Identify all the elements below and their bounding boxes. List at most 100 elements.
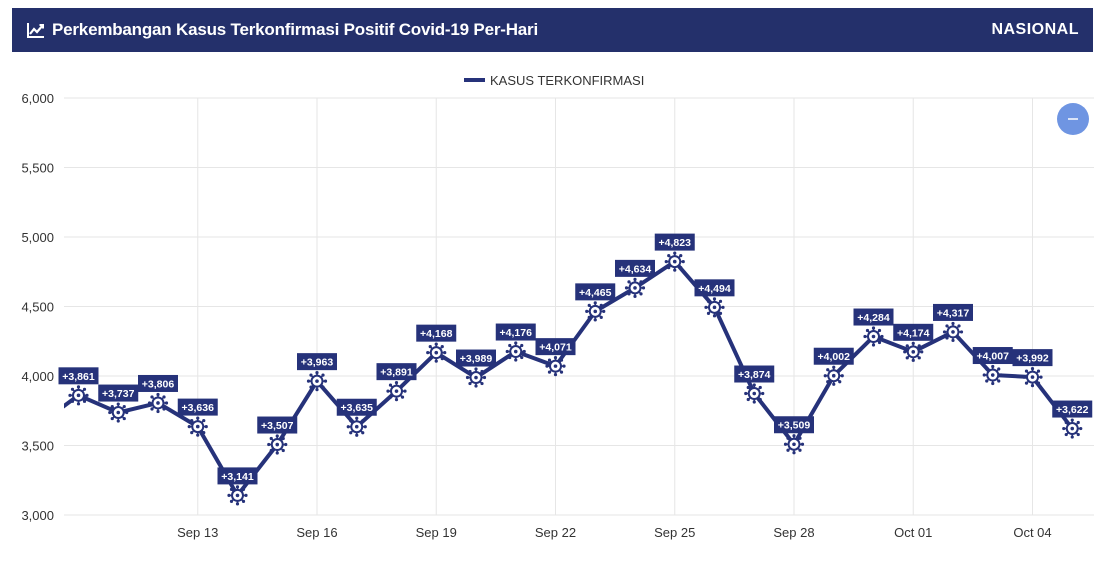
y-tick-label: 3,500	[21, 439, 54, 454]
svg-text:+4,823: +4,823	[659, 237, 692, 249]
data-point[interactable]	[624, 277, 646, 298]
svg-text:+4,007: +4,007	[977, 351, 1010, 363]
svg-text:+3,891: +3,891	[380, 367, 413, 379]
y-tick-label: 3,000	[21, 508, 54, 523]
x-tick-label: Sep 22	[535, 525, 576, 540]
svg-text:+4,494: +4,494	[698, 283, 731, 295]
svg-text:+3,737: +3,737	[102, 388, 135, 400]
x-tick-label: Sep 19	[416, 525, 457, 540]
svg-text:+3,635: +3,635	[341, 402, 374, 414]
svg-text:+3,636: +3,636	[182, 402, 215, 414]
svg-text:+3,963: +3,963	[301, 357, 334, 369]
data-point[interactable]	[465, 367, 487, 388]
scope-label: NASIONAL	[991, 21, 1079, 38]
svg-text:+4,168: +4,168	[420, 328, 453, 340]
data-label: +4,174	[893, 323, 934, 341]
data-point[interactable]	[863, 326, 884, 347]
svg-text:+4,317: +4,317	[937, 307, 970, 319]
data-point[interactable]	[267, 434, 288, 455]
x-tick-label: Oct 01	[894, 525, 932, 540]
line-chart: 3,000 3,500 4,000 4,500 5,000 5,500 6,000 Sep 1…	[21, 73, 1094, 540]
legend-label: KASUS TERKONFIRMASI	[490, 73, 644, 88]
svg-text:+4,002: +4,002	[818, 351, 851, 363]
data-point[interactable]	[982, 364, 1003, 386]
x-tick-label: Sep 28	[773, 525, 814, 540]
y-tick-label: 5,500	[21, 161, 54, 176]
data-label: +4,071	[535, 338, 576, 356]
data-label: +3,507	[257, 416, 298, 434]
data-point[interactable]	[147, 392, 169, 414]
svg-text:+3,509: +3,509	[778, 420, 811, 432]
data-point[interactable]	[346, 416, 367, 437]
x-tick-label: Sep 13	[177, 525, 218, 540]
svg-text:+4,284: +4,284	[857, 312, 890, 324]
svg-text:+4,634: +4,634	[619, 263, 652, 275]
data-point[interactable]	[783, 434, 805, 455]
svg-text:+4,071: +4,071	[539, 342, 572, 354]
data-point[interactable]	[903, 341, 924, 362]
data-label: +4,465	[575, 283, 616, 301]
y-tick-label: 6,000	[21, 91, 54, 106]
data-label: +3,141	[217, 467, 258, 485]
svg-text:+4,465: +4,465	[579, 287, 612, 299]
data-label: +3,992	[1012, 349, 1053, 367]
data-label: +3,891	[376, 363, 417, 381]
svg-text:+4,176: +4,176	[500, 327, 533, 339]
data-label: +3,861	[58, 367, 99, 385]
data-label: +4,007	[972, 347, 1013, 365]
data-point[interactable]	[585, 301, 606, 322]
svg-text:+3,992: +3,992	[1016, 353, 1049, 365]
data-label: +3,635	[336, 398, 377, 416]
data-point[interactable]	[386, 381, 407, 402]
data-label: +3,989	[456, 349, 496, 367]
svg-text:+3,989: +3,989	[460, 353, 493, 365]
data-point[interactable]	[664, 251, 685, 272]
svg-text:+3,507: +3,507	[261, 420, 294, 432]
data-point[interactable]	[744, 383, 765, 404]
data-label: +3,509	[774, 416, 814, 434]
svg-text:+3,622: +3,622	[1056, 404, 1089, 416]
y-tick-label: 5,000	[21, 230, 54, 245]
svg-text:+3,874: +3,874	[738, 369, 771, 381]
data-point[interactable]	[306, 371, 328, 392]
y-tick-label: 4,500	[21, 300, 54, 315]
chart-header: Perkembangan Kasus Terkonfirmasi Positif…	[12, 8, 1093, 52]
data-label: +4,634	[615, 259, 655, 277]
data-label: +4,284	[853, 308, 894, 326]
svg-text:+3,861: +3,861	[62, 371, 95, 383]
data-label: +3,874	[734, 365, 775, 383]
data-point[interactable]	[1022, 367, 1043, 388]
data-point[interactable]	[505, 341, 526, 362]
data-point[interactable]	[108, 402, 129, 423]
data-point[interactable]	[545, 356, 566, 377]
data-label: +4,317	[933, 303, 973, 321]
x-tick-label: Oct 04	[1013, 525, 1051, 540]
data-label: +4,168	[416, 324, 457, 342]
data-label: +4,002	[813, 347, 854, 365]
svg-text:+3,141: +3,141	[221, 471, 254, 483]
x-tick-label: Sep 16	[296, 525, 337, 540]
chart-area: 3,000 3,500 4,000 4,500 5,000 5,500 6,000 Sep 1…	[0, 55, 1098, 557]
data-label: +3,636	[177, 398, 218, 416]
y-tick-label: 4,000	[21, 369, 54, 384]
data-label: +4,494	[694, 279, 735, 297]
collapse-button[interactable]	[1057, 103, 1089, 135]
data-label: +3,737	[98, 384, 139, 402]
data-point[interactable]	[942, 321, 964, 343]
data-label: +3,622	[1052, 400, 1093, 418]
x-tick-label: Sep 25	[654, 525, 695, 540]
data-label: +4,176	[495, 323, 536, 341]
data-point[interactable]	[227, 485, 248, 506]
data-point[interactable]	[426, 342, 447, 363]
data-label: +4,823	[654, 233, 695, 251]
legend: KASUS TERKONFIRMASI	[464, 73, 644, 88]
data-point[interactable]	[704, 297, 725, 318]
svg-text:+3,806: +3,806	[142, 378, 175, 390]
data-point[interactable]	[1062, 418, 1083, 439]
line-chart-icon	[27, 23, 44, 38]
data-point[interactable]	[187, 416, 208, 437]
data-label: +3,806	[138, 374, 178, 392]
data-label: +3,963	[297, 353, 337, 371]
data-point[interactable]	[823, 365, 844, 386]
data-point[interactable]	[68, 385, 89, 406]
